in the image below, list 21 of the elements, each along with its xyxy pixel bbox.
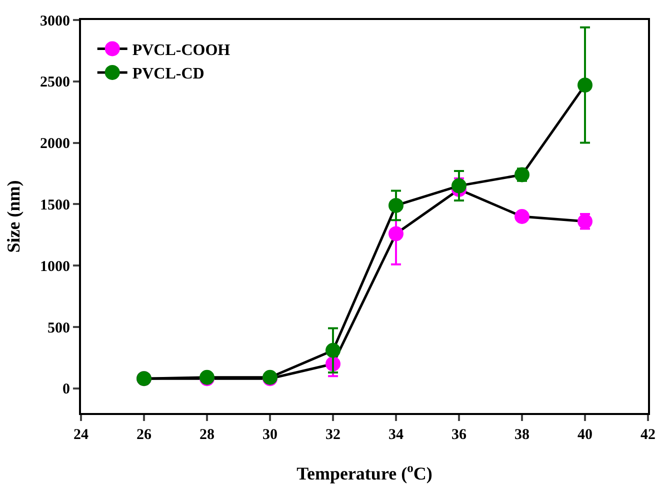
y-tick-label: 0 xyxy=(62,382,70,398)
x-tick-label: 40 xyxy=(578,427,592,443)
y-tick-label: 2500 xyxy=(40,74,70,91)
y-tick-label: 2000 xyxy=(40,136,70,152)
x-tick-label: 38 xyxy=(514,427,530,443)
x-tick-label: 42 xyxy=(640,427,656,443)
x-tick-label: 36 xyxy=(452,427,467,443)
y-tick-label: 1500 xyxy=(40,197,70,214)
legend-label: PVCL-COOH xyxy=(132,42,231,59)
y-axis-title: Size (nm) xyxy=(4,180,24,253)
x-tick-label: 28 xyxy=(200,427,214,443)
x-tick-label: 32 xyxy=(326,427,340,443)
x-tick-label: 26 xyxy=(136,427,152,443)
y-tick-label: 1000 xyxy=(40,258,70,275)
x-axis-title: Temperature ($^{o}$C) xyxy=(296,461,432,484)
y-tick-label: 3000 xyxy=(40,13,70,30)
y-tick-label: 500 xyxy=(48,320,70,336)
x-tick-label: 34 xyxy=(388,427,404,443)
x-tick-label: 24 xyxy=(74,427,89,443)
legend-label: PVCL-CD xyxy=(132,66,204,83)
x-tick-label: 30 xyxy=(262,427,278,443)
